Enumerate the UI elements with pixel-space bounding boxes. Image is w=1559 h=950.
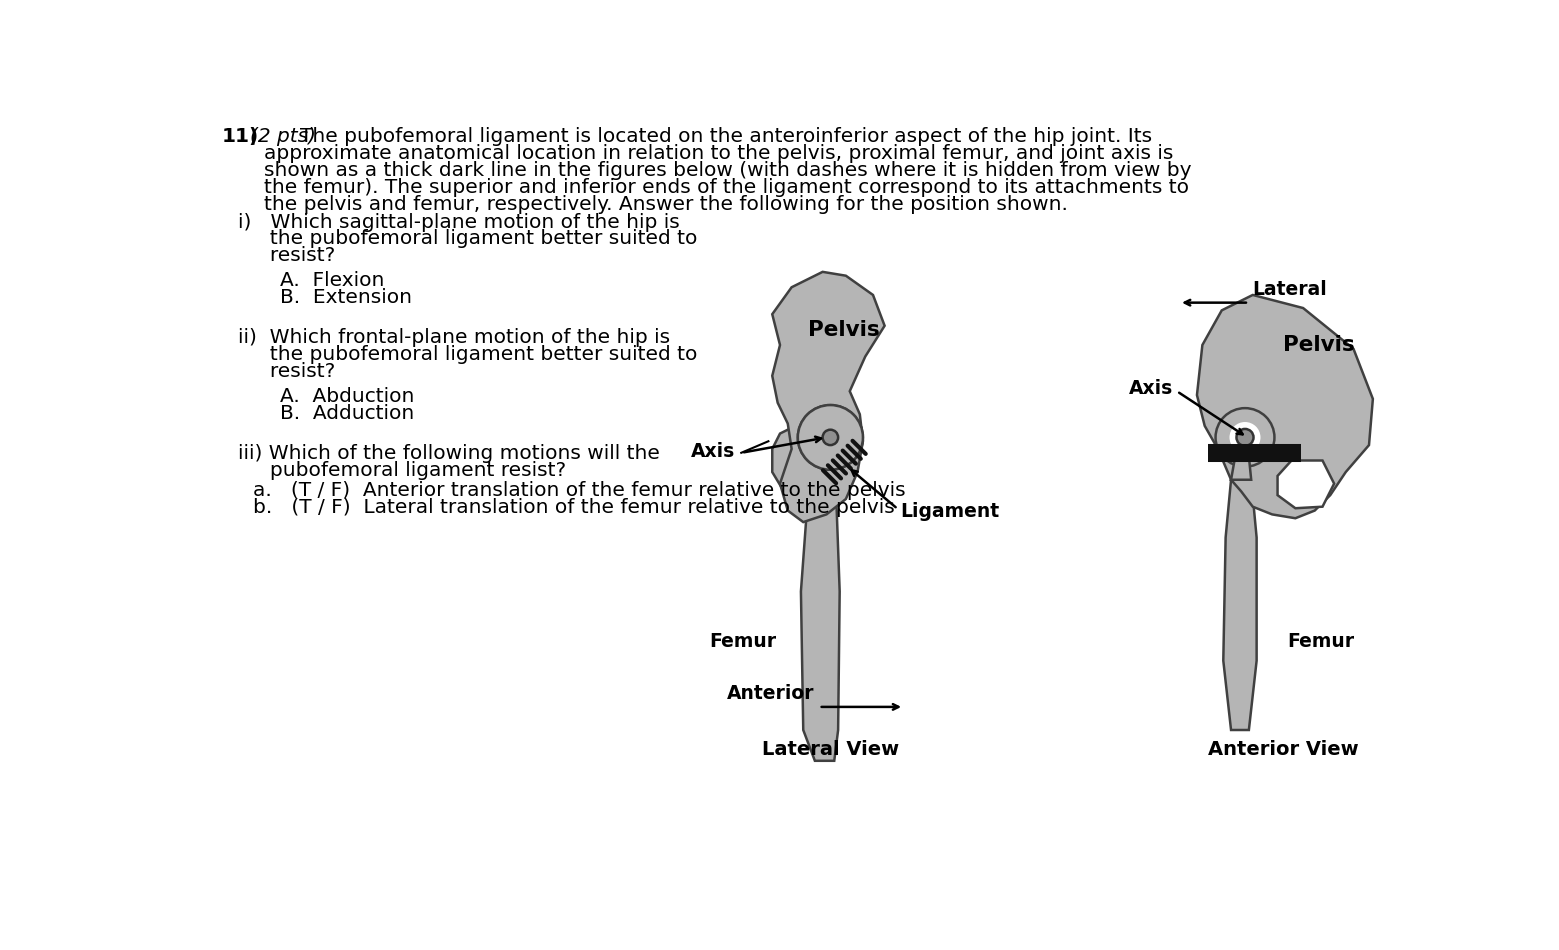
Text: (2 pts): (2 pts) <box>249 127 316 146</box>
Text: the pelvis and femur, respectively. Answer the following for the position shown.: the pelvis and femur, respectively. Answ… <box>263 195 1068 214</box>
Circle shape <box>798 405 864 469</box>
Text: pubofemoral ligament resist?: pubofemoral ligament resist? <box>237 461 566 480</box>
Text: A.  Abduction: A. Abduction <box>281 387 415 406</box>
Text: Axis: Axis <box>1129 379 1172 398</box>
Text: Lateral: Lateral <box>1253 280 1328 299</box>
Text: ii)  Which frontal-plane motion of the hip is: ii) Which frontal-plane motion of the hi… <box>237 328 670 347</box>
Polygon shape <box>801 468 845 761</box>
Text: the pubofemoral ligament better suited to: the pubofemoral ligament better suited t… <box>237 345 697 364</box>
Text: the pubofemoral ligament better suited to: the pubofemoral ligament better suited t… <box>237 230 697 249</box>
Polygon shape <box>772 426 817 506</box>
Circle shape <box>1230 422 1261 453</box>
Text: b.   (T / F)  Lateral translation of the femur relative to the pelvis: b. (T / F) Lateral translation of the fe… <box>253 498 895 517</box>
Polygon shape <box>1232 433 1252 480</box>
Text: Axis: Axis <box>691 442 734 461</box>
Polygon shape <box>772 272 884 522</box>
Circle shape <box>798 405 864 469</box>
Text: Pelvis: Pelvis <box>1283 335 1355 355</box>
Circle shape <box>1216 408 1274 466</box>
Text: approximate anatomical location in relation to the pelvis, proximal femur, and j: approximate anatomical location in relat… <box>263 144 1174 163</box>
Polygon shape <box>1277 461 1335 508</box>
Text: Anterior View: Anterior View <box>1208 740 1359 759</box>
Text: a.   (T / F)  Anterior translation of the femur relative to the pelvis: a. (T / F) Anterior translation of the f… <box>253 482 906 501</box>
Text: resist?: resist? <box>237 362 335 381</box>
Text: A.  Flexion: A. Flexion <box>281 271 385 290</box>
Text: i)   Which sagittal-plane motion of the hip is: i) Which sagittal-plane motion of the hi… <box>237 213 680 232</box>
Circle shape <box>1236 429 1253 446</box>
Text: Pelvis: Pelvis <box>809 319 881 339</box>
Text: B.  Extension: B. Extension <box>281 288 412 307</box>
Text: B.  Adduction: B. Adduction <box>281 404 415 423</box>
Circle shape <box>823 429 839 446</box>
Polygon shape <box>1197 294 1373 519</box>
Text: Anterior: Anterior <box>728 684 815 703</box>
Text: Femur: Femur <box>709 632 776 651</box>
Text: The pubofemoral ligament is located on the anteroinferior aspect of the hip join: The pubofemoral ligament is located on t… <box>301 127 1152 146</box>
Text: iii) Which of the following motions will the: iii) Which of the following motions will… <box>237 444 659 463</box>
Polygon shape <box>1232 433 1252 480</box>
Text: shown as a thick dark line in the figures below (with dashes where it is hidden : shown as a thick dark line in the figure… <box>263 161 1191 180</box>
Text: Ligament: Ligament <box>900 502 999 521</box>
Text: Lateral View: Lateral View <box>762 740 900 759</box>
Text: resist?: resist? <box>237 246 335 265</box>
Text: Femur: Femur <box>1288 632 1355 651</box>
Polygon shape <box>1224 480 1257 730</box>
Text: 11): 11) <box>221 127 259 146</box>
Text: the femur). The superior and inferior ends of the ligament correspond to its att: the femur). The superior and inferior en… <box>263 178 1190 197</box>
